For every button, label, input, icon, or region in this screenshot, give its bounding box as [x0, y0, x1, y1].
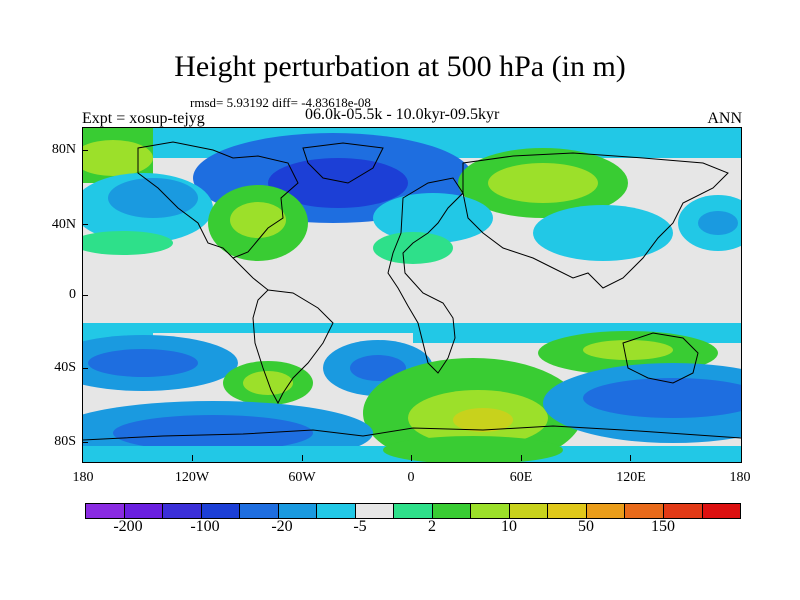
colorbar-label: -100 — [190, 518, 220, 535]
colorbar-swatch — [663, 504, 703, 518]
low-asia-cyan — [533, 205, 673, 261]
colorbar — [85, 503, 741, 519]
colorbar-swatch — [317, 504, 356, 518]
high-pacific-green — [83, 231, 173, 255]
low-antarctic-west-dark — [113, 415, 313, 451]
x-tick-label: 60W — [288, 470, 316, 485]
x-tick — [521, 455, 522, 461]
colorbar-swatch — [625, 504, 664, 518]
coast-asia — [462, 152, 729, 289]
low-southpac-dark — [88, 349, 198, 377]
colorbar-label: -20 — [271, 518, 293, 535]
x-tick-label: 120W — [174, 470, 210, 485]
map-frame — [82, 127, 742, 463]
coastlines — [83, 141, 741, 441]
y-tick — [82, 442, 88, 443]
x-tick-label: 180 — [72, 470, 94, 485]
x-tick-label: 0 — [407, 470, 415, 485]
colorbar-label: 10 — [501, 518, 517, 535]
low-pacific-east-blue — [698, 211, 738, 235]
colorbar-label: 2 — [428, 518, 436, 535]
experiment-label: Expt = xosup-tejyg — [82, 110, 205, 127]
season-label: ANN — [707, 110, 742, 127]
high-nafrica-green — [373, 232, 453, 264]
colorbar-label: -200 — [113, 518, 143, 535]
coast-central-america — [232, 257, 269, 291]
coast-europe-africa — [387, 177, 464, 374]
y-tick — [82, 295, 88, 296]
low-satlantic-dark — [350, 355, 406, 381]
x-tick — [192, 455, 193, 461]
colorbar-swatch — [240, 504, 279, 518]
contour-field — [83, 128, 741, 462]
coast-north-america — [137, 141, 299, 259]
colorbar-swatch — [124, 504, 164, 518]
coast-antarctica — [83, 425, 741, 441]
colorbar-label: -5 — [353, 518, 367, 535]
high-eurasia-yellow — [488, 163, 598, 203]
colorbar-swatch — [163, 504, 202, 518]
colorbar-swatch — [702, 504, 741, 518]
x-tick — [302, 455, 303, 461]
low-antarctic-east-dark — [583, 378, 741, 418]
colorbar-swatch — [548, 504, 587, 518]
coast-south-america — [252, 289, 334, 405]
y-tick — [82, 150, 88, 151]
y-tick — [82, 368, 88, 369]
period-label: 06.0k-05.5k - 10.0kyr-09.5kyr — [305, 106, 500, 123]
x-tick-label: 120E — [616, 470, 646, 485]
high-southern-ocean-core — [453, 408, 513, 432]
x-tick-label: 60E — [509, 470, 533, 485]
high-indian-yellow — [583, 340, 673, 360]
colorbar-label: 50 — [578, 518, 594, 535]
colorbar-swatch — [432, 504, 472, 518]
x-tick — [630, 455, 631, 461]
colorbar-swatch — [86, 504, 125, 518]
colorbar-swatch — [355, 504, 395, 518]
y-tick-label: 40N — [51, 217, 76, 232]
low-greenland-dark — [268, 158, 408, 208]
y-tick-label: 80N — [51, 142, 76, 157]
colorbar-swatch — [201, 504, 241, 518]
colorbar-swatch — [394, 504, 433, 518]
x-tick — [411, 455, 412, 461]
map-title: Height perturbation at 500 hPa (in m) — [174, 50, 626, 83]
coast-greenland — [302, 142, 384, 184]
x-tick-label: 180 — [729, 470, 751, 485]
coast-australia — [622, 332, 699, 384]
band-southern-neutral — [153, 333, 413, 343]
height-perturbation-map — [83, 128, 741, 462]
colorbar-label: 150 — [651, 518, 675, 535]
colorbar-swatch — [471, 504, 510, 518]
y-tick-label: 40S — [54, 360, 76, 375]
colorbar-swatch — [586, 504, 626, 518]
high-antarctic-green — [383, 436, 563, 462]
rmsd-diff-label: rmsd= 5.93192 diff= -4.83618e-08 — [190, 95, 371, 110]
y-tick — [82, 224, 88, 225]
y-tick-label: 0 — [69, 287, 76, 302]
high-namerica-yellow — [230, 202, 286, 238]
band-arctic-yellow — [83, 140, 153, 176]
low-pacific-blue — [108, 178, 198, 218]
colorbar-swatch — [278, 504, 318, 518]
y-tick-label: 80S — [54, 434, 76, 449]
colorbar-swatch — [509, 504, 549, 518]
